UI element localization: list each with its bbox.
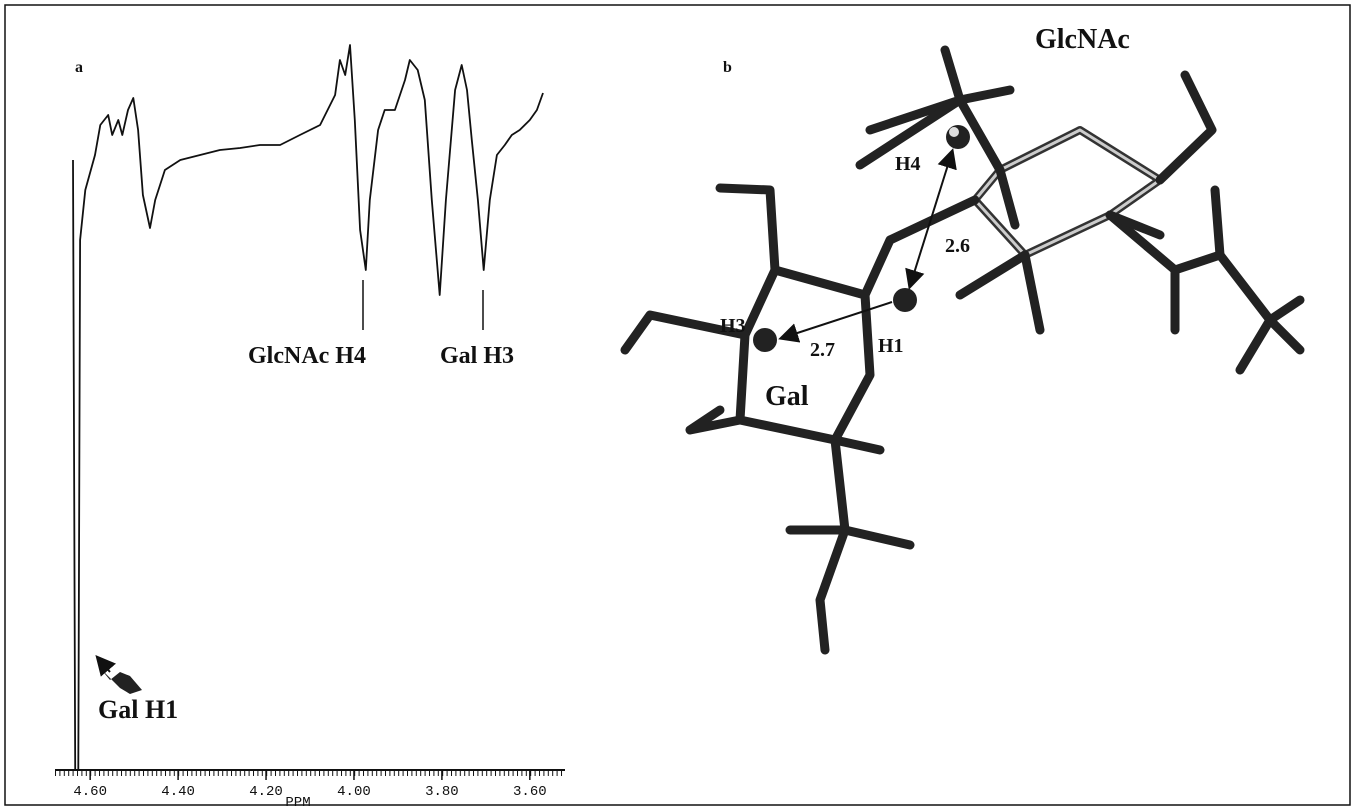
atom-label: H4 [895,153,921,175]
residue-label: GlcNAc [1035,24,1130,55]
distance-label: 2.7 [810,339,835,361]
x-tick-label: 4.60 [73,784,107,800]
atom-h1 [893,288,917,312]
atom-label: H1 [878,335,904,357]
x-tick-label: 4.20 [249,784,283,800]
residue-label: Gal [765,381,809,412]
structure-panel: b [625,24,1300,650]
spectrum-panel: a PPM GlcNAc H4 Gal H3 Gal H1 4.60 4.40 4.… [55,45,565,811]
atom-h4 [946,125,970,149]
spectrum-trace [73,45,543,770]
frame [5,5,1350,805]
glcnac-sticks [860,50,1300,370]
atom-h3 [753,328,777,352]
x-tick-label: 3.80 [425,784,459,800]
panel-label: a [75,59,83,76]
x-axis-label: PPM [285,795,310,811]
page: a PPM GlcNAc H4 Gal H3 Gal H1 4.60 4.40 4.… [0,0,1356,812]
atom-highlight [949,127,959,137]
x-tick-label: 3.60 [513,784,547,800]
figure: a PPM GlcNAc H4 Gal H3 Gal H1 4.60 4.40 4.… [0,0,1356,812]
x-tick-label: 4.40 [161,784,195,800]
gal-sticks [625,188,975,650]
arrow-icon [98,658,110,672]
x-tick-label: 4.00 [337,784,371,800]
distance-label: 2.6 [945,235,970,257]
annotation: GlcNAc H4 [248,343,366,369]
annotation: Gal H3 [440,343,514,369]
arrow-icon [100,668,142,694]
panel-label: b [723,59,732,76]
atom-label: H3 [720,315,746,337]
annotation: Gal H1 [98,695,178,724]
distance-arrow [782,302,892,338]
